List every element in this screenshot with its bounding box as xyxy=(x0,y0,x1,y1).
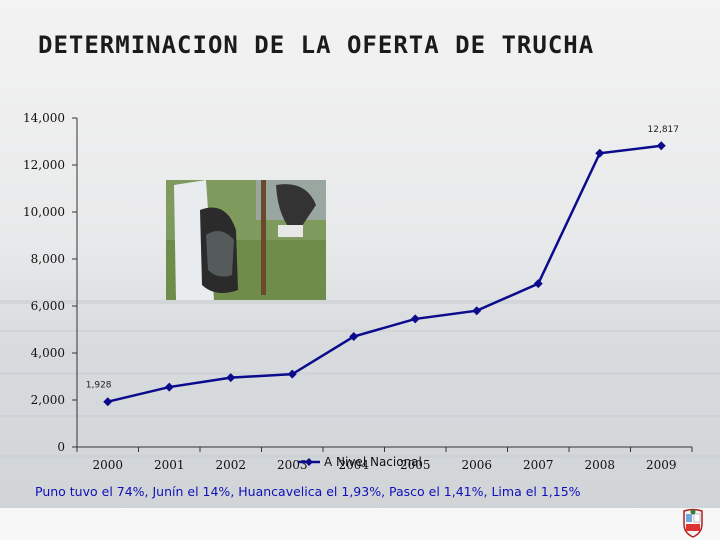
footnote-text: Puno tuvo el 74%, Junín el 14%, Huancave… xyxy=(35,484,581,499)
data-point-marker xyxy=(595,148,605,158)
y-tick-label: 4,000 xyxy=(31,346,65,360)
bottom-bar xyxy=(0,508,720,540)
x-tick-label: 2009 xyxy=(646,458,677,472)
y-tick-label: 0 xyxy=(57,440,65,454)
y-tick-label: 6,000 xyxy=(31,299,65,313)
data-label: 12,817 xyxy=(648,125,680,135)
data-point-marker xyxy=(103,397,113,407)
data-point-marker xyxy=(410,314,420,324)
x-tick-label: 2005 xyxy=(400,458,431,472)
x-tick-label: 2006 xyxy=(461,458,492,472)
legend-swatch-marker xyxy=(305,458,313,466)
trout-farming-photo xyxy=(166,180,326,300)
x-tick-label: 2000 xyxy=(92,458,123,472)
data-point-marker xyxy=(226,373,236,383)
data-label: 1,928 xyxy=(86,381,112,391)
data-point-marker xyxy=(472,306,482,316)
series-line xyxy=(107,144,662,403)
y-tick-label: 12,000 xyxy=(23,158,65,172)
y-tick-label: 8,000 xyxy=(31,252,65,266)
data-point-marker xyxy=(164,382,174,392)
x-tick-label: 2003 xyxy=(277,458,308,472)
slide-title: DETERMINACION DE LA OFERTA DE TRUCHA xyxy=(38,31,595,59)
x-tick-label: 2007 xyxy=(523,458,554,472)
y-tick-label: 10,000 xyxy=(23,205,65,219)
x-tick-label: 2001 xyxy=(154,458,185,472)
y-tick-label: 14,000 xyxy=(23,111,65,125)
data-point-marker xyxy=(287,369,297,379)
x-tick-label: 2004 xyxy=(338,458,369,472)
data-point-marker xyxy=(349,332,359,342)
data-point-marker xyxy=(656,141,666,151)
peru-coat-of-arms-logo xyxy=(678,508,708,538)
x-tick-label: 2002 xyxy=(215,458,246,472)
x-tick-label: 2008 xyxy=(584,458,615,472)
y-tick-label: 2,000 xyxy=(31,393,65,407)
legend-label: A Nivel Nacional xyxy=(324,455,422,469)
data-point-marker xyxy=(533,279,543,289)
